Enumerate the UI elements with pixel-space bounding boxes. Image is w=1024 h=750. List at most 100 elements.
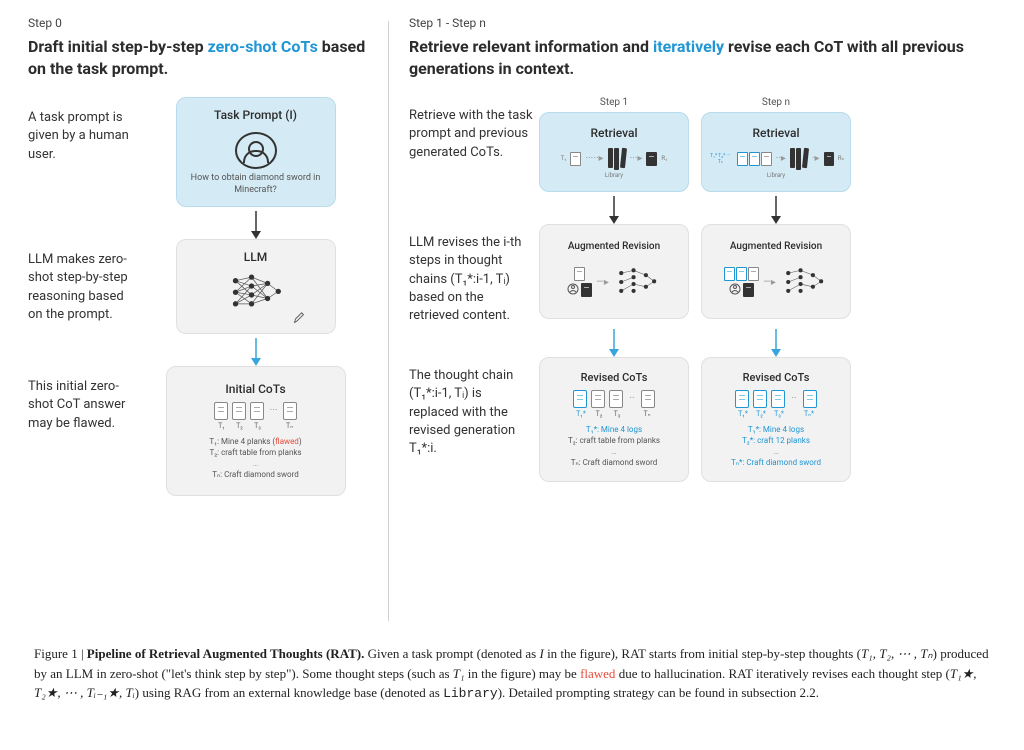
initial-cots-title: Initial CoTs <box>225 382 285 396</box>
desc-revised: The thought chain (T₁*:i-1, Tᵢ) is repla… <box>409 357 539 458</box>
revised-title: Revised CoTs <box>743 371 810 384</box>
revision-title: Augmented Revision <box>568 241 660 252</box>
row-revised-cots: The thought chain (T₁*:i-1, Tᵢ) is repla… <box>409 357 996 482</box>
retrieval-output-label: R₁ <box>661 155 667 162</box>
doc-icon <box>574 267 585 281</box>
doc-label: T₁* <box>736 410 750 418</box>
retrieval-input-label: T₁ <box>561 155 567 162</box>
user-icon <box>567 283 579 295</box>
doc-icon <box>735 390 749 408</box>
augmented-revision-box-stepn: Augmented Revision —▸ <box>701 224 851 319</box>
revised-cots-box-stepn: Revised CoTs ·· T₁* T₂* T₃* <box>701 357 851 482</box>
figure-caption: Figure 1 | Pipeline of Retrieval Augment… <box>0 630 1024 714</box>
doc-icon <box>609 390 623 408</box>
doc-icon <box>250 402 264 420</box>
desc-revision: LLM revises the i-th steps in thought ch… <box>409 224 539 325</box>
doc-icon <box>803 390 817 408</box>
step0-label: Step 0 <box>28 16 368 30</box>
doc-icon <box>591 390 605 408</box>
library-label: Library <box>767 172 785 179</box>
neural-net-icon <box>221 270 291 315</box>
doc-icon <box>283 402 297 420</box>
doc-icon <box>232 402 246 420</box>
row-task-prompt: A task prompt is given by a human user. … <box>28 97 368 207</box>
step0-heading-accent: zero-shot CoTs <box>208 37 318 56</box>
doc-label: T₂* <box>754 410 768 418</box>
desc-retrieval: Retrieve with the task prompt and previo… <box>409 97 539 162</box>
doc-icon <box>570 152 581 166</box>
cot-steps: T₁: Mine 4 planks (flawed) T₂: craft tab… <box>209 436 301 481</box>
arrow-1 <box>143 211 368 239</box>
user-icon <box>729 283 741 295</box>
doc-label: T₁ <box>215 422 229 430</box>
doc-icon <box>573 390 587 408</box>
task-prompt-title: Task Prompt (I) <box>214 108 297 122</box>
stepn-panel: Step 1 - Step n Retrieve relevant inform… <box>389 16 996 622</box>
retrieved-doc-icon <box>646 152 657 166</box>
stepn-label: Step 1 - Step n <box>409 16 996 30</box>
diagram-container: Step 0 Draft initial step-by-step zero-s… <box>0 0 1024 630</box>
step0-heading: Draft initial step-by-step zero-shot CoT… <box>28 36 368 79</box>
doc-label: T₃* <box>772 410 786 418</box>
task-prompt-text: How to obtain diamond sword in Minecraft… <box>187 173 325 196</box>
row-initial-cots: This initial zero-shot CoT answer may be… <box>28 366 368 496</box>
doc-icon <box>771 390 785 408</box>
augmented-revision-box-step1: Augmented Revision —▸ <box>539 224 689 319</box>
retrieval-box-stepn: Retrieval T₁* T₂* ··· Tₙ ··▸ ·▸ Rₙ Libra… <box>701 112 851 192</box>
step0-panel: Step 0 Draft initial step-by-step zero-s… <box>28 16 388 622</box>
neural-net-icon <box>613 262 661 302</box>
desc-llm: LLM makes zero-shot step-by-step reasoni… <box>28 239 143 324</box>
library-icon <box>608 148 626 170</box>
neural-net-icon <box>780 262 828 302</box>
doc-icon <box>748 267 759 281</box>
doc-label: T₂ <box>592 410 606 418</box>
retrieved-doc-icon <box>743 283 754 297</box>
retrieval-input-label: T₁* T₂* ··· Tₙ <box>708 153 733 165</box>
stepn-heading: Retrieve relevant information and iterat… <box>409 36 996 79</box>
arrow-down-icon <box>604 329 624 357</box>
doc-label: T₁* <box>574 410 588 418</box>
stepn-header: Step n <box>762 97 790 108</box>
doc-label: Tₙ* <box>802 410 816 418</box>
retrieval-title: Retrieval <box>752 126 799 140</box>
step0-heading-pre: Draft initial step-by-step <box>28 37 208 56</box>
doc-icon <box>736 267 747 281</box>
doc-icon <box>761 152 772 166</box>
doc-icon <box>724 267 735 281</box>
llm-box: LLM <box>176 239 336 334</box>
desc-initial-cots: This initial zero-shot CoT answer may be… <box>28 366 143 433</box>
doc-icon <box>753 390 767 408</box>
user-icon <box>235 132 277 169</box>
cot-docs: ··· <box>214 402 298 420</box>
arrow-down-icon <box>766 329 786 357</box>
doc-icon <box>737 152 748 166</box>
revised-cots-box-step1: Revised CoTs ·· T₁* T₂ T₃ <box>539 357 689 482</box>
stepn-heading-accent: iteratively <box>653 37 724 56</box>
row-retrieval: Retrieve with the task prompt and previo… <box>409 97 996 192</box>
retrieved-doc-icon <box>581 283 592 297</box>
doc-icon <box>214 402 228 420</box>
retrieval-title: Retrieval <box>590 126 637 140</box>
doc-label: Tₙ <box>640 410 654 418</box>
arrow-down-icon <box>604 196 624 224</box>
pencil-icon <box>293 311 305 323</box>
revised-title: Revised CoTs <box>581 371 648 384</box>
revision-title: Augmented Revision <box>730 241 822 252</box>
step1-header: Step 1 <box>600 97 628 108</box>
library-icon <box>790 148 808 170</box>
retrieval-output-label: Rₙ <box>838 155 844 162</box>
library-label: Library <box>605 172 623 179</box>
initial-cots-box: Initial CoTs ··· T₁ T₂ T₃ Tₙ <box>166 366 346 496</box>
doc-label: T₂ <box>233 422 247 430</box>
row-revision: LLM revises the i-th steps in thought ch… <box>409 224 996 325</box>
stepn-heading-pre: Retrieve relevant information and <box>409 37 653 56</box>
arrow-2 <box>143 338 368 366</box>
llm-title: LLM <box>244 250 267 264</box>
task-prompt-box: Task Prompt (I) How to obtain diamond sw… <box>176 97 336 207</box>
doc-label: Tₙ <box>283 422 297 430</box>
arrow-down-icon <box>766 196 786 224</box>
retrieval-box-step1: Retrieval T₁ ·····▸ ···▸ R₁ Library <box>539 112 689 192</box>
doc-label: T₃ <box>610 410 624 418</box>
doc-icon <box>641 390 655 408</box>
row-llm: LLM makes zero-shot step-by-step reasoni… <box>28 239 368 334</box>
